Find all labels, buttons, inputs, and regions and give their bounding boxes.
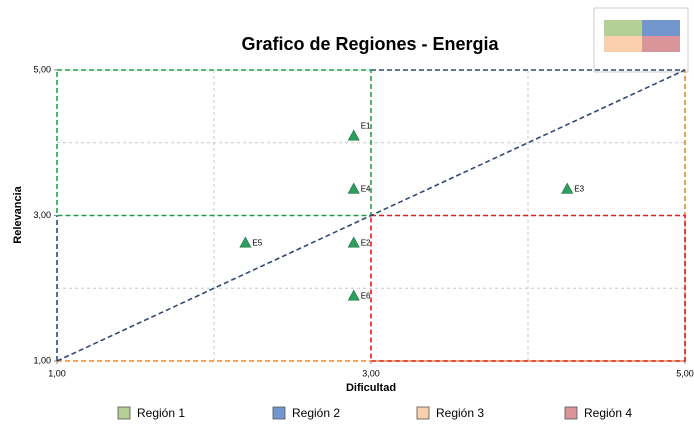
x-tick-label: 5,00	[676, 368, 694, 378]
point	[347, 236, 360, 248]
point	[347, 129, 360, 141]
legend-swatch	[564, 406, 578, 420]
legend-label: Región 2	[292, 406, 340, 420]
point	[561, 182, 574, 194]
legend-swatch	[416, 406, 430, 420]
point-label: E5	[252, 238, 262, 247]
point-label: E1	[361, 121, 371, 130]
legend-swatch	[272, 406, 286, 420]
region-boundary	[56, 69, 372, 217]
point	[347, 289, 360, 301]
x-tick-label: 3,00	[362, 368, 380, 378]
diagonal	[56, 69, 686, 362]
thumbnail	[593, 7, 689, 73]
thumbnail-region	[604, 20, 642, 36]
x-tick-label: 1,00	[48, 368, 66, 378]
y-tick-label: 1,00	[33, 355, 51, 365]
point	[347, 182, 360, 194]
point-label: E2	[361, 238, 371, 247]
region-boundary	[370, 214, 686, 362]
legend-label: Región 1	[137, 406, 185, 420]
thumbnail-region	[642, 36, 680, 52]
point-label: E3	[574, 184, 584, 193]
thumbnail-region	[604, 36, 642, 52]
y-tick-label: 5,00	[33, 64, 51, 74]
legend-label: Región 4	[584, 406, 632, 420]
legend-label: Región 3	[436, 406, 484, 420]
y-tick-label: 3,00	[33, 210, 51, 220]
y-axis-label: Relevancia	[12, 185, 24, 243]
x-axis-label: Dificultad	[346, 382, 396, 394]
point	[239, 236, 252, 248]
thumbnail-region	[642, 20, 680, 36]
point-label: E6	[361, 291, 371, 300]
point-label: E4	[361, 184, 371, 193]
legend-swatch	[117, 406, 131, 420]
chart-title: Grafico de Regiones - Energia	[241, 34, 499, 54]
